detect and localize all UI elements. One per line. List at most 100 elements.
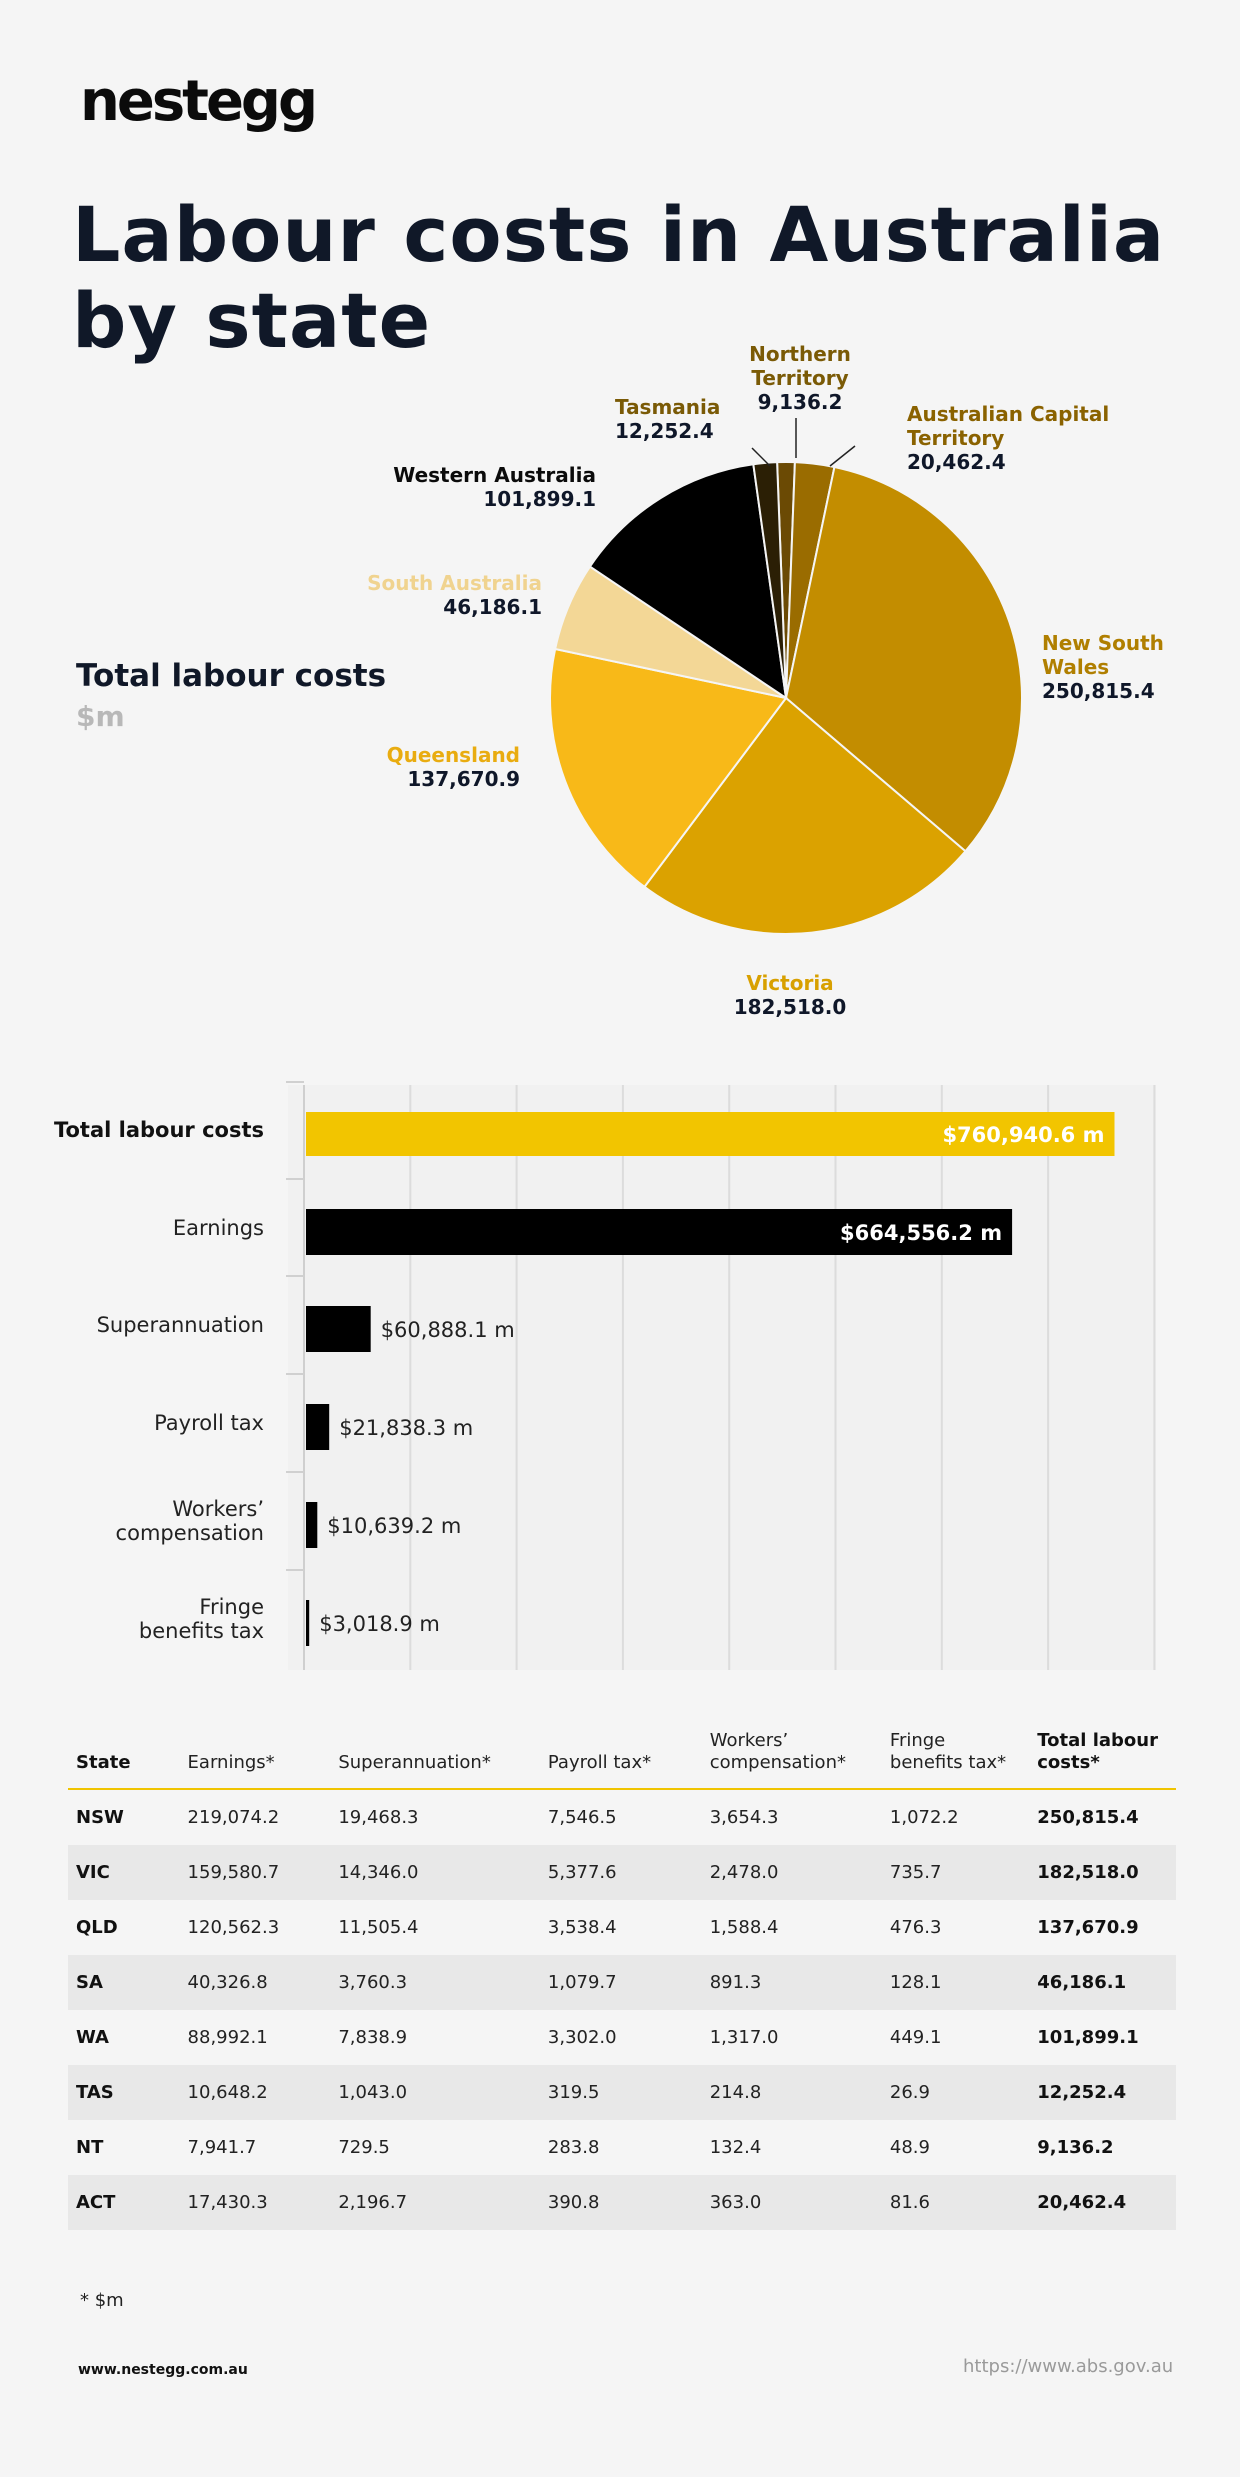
bar	[306, 1600, 310, 1646]
bar-data-label: $3,018.9 m	[319, 1612, 440, 1636]
table-cell: 40,326.8	[179, 1955, 331, 2010]
table-header-row: State Earnings* Superannuation* Payroll tax…	[68, 1716, 1176, 1790]
table-cell: 132.4	[709, 2137, 762, 2158]
table-cell: 3,654.3	[709, 1807, 779, 1828]
table-cell: 159,580.7	[179, 1845, 331, 1900]
pie-label-name: Wales	[1042, 655, 1109, 679]
table-cell: 2,196.7	[330, 2175, 540, 2230]
bar	[306, 1112, 1115, 1156]
table-cell: 1,317.0	[709, 2027, 779, 2048]
table-column-header: Superannuation*	[330, 1716, 540, 1790]
pie-unit: $m	[76, 700, 125, 733]
pie-label-name: South Australia	[367, 571, 542, 595]
table-column-header: Workers’ compensation*	[701, 1716, 882, 1790]
table-cell: 1,043.0	[330, 2065, 540, 2120]
table-cell: 7,546.5	[547, 1807, 617, 1828]
table-row: NSW 219,074.2 19,468.3 7,546.5 3,654.3 1,072.…	[68, 1789, 1176, 1845]
pie-label-name: Australian Capital	[907, 402, 1109, 426]
table-cell: 12,252.4	[1029, 2065, 1176, 2120]
pie-heading: Total labour costs	[76, 658, 387, 694]
pie-slice-victoria	[643, 696, 967, 935]
pie-label-value: 182,518.0	[734, 995, 847, 1019]
pie-label-name: Territory	[907, 426, 1004, 450]
table-cell: 319.5	[539, 2065, 702, 2120]
pie-slice-tasmania	[752, 461, 787, 699]
table-cell: 3,760.3	[330, 1955, 540, 2010]
pie-label-name: Tasmania	[615, 395, 720, 419]
table-cell: 7,941.7	[187, 2137, 257, 2158]
table-cell: VIC	[68, 1845, 180, 1900]
pie-slice-new-south-wales	[784, 465, 1023, 853]
bar	[306, 1502, 318, 1548]
table-row: WA 88,992.1 7,838.9 3,302.0 1,317.0 449.1 101,…	[68, 2010, 1176, 2065]
bar-category-label: Payroll tax	[154, 1411, 264, 1435]
footnote: * $m	[80, 2290, 124, 2311]
table-cell: 449.1	[889, 2027, 942, 2048]
table-column-header: Earnings*	[179, 1716, 331, 1790]
pie-label-name: Western Australia	[393, 463, 596, 487]
bar	[306, 1404, 330, 1450]
bar-data-label: $21,838.3 m	[339, 1416, 473, 1440]
table-cell: 390.8	[539, 2175, 702, 2230]
site-link[interactable]: www.nestegg.com.au	[78, 2362, 248, 2378]
table-cell: 48.9	[889, 2137, 930, 2158]
table-row: TAS 10,648.2 1,043.0 319.5 214.8 26.9 12,252.4	[68, 2065, 1176, 2120]
table-cell: 137,670.9	[1037, 1917, 1139, 1938]
table-cell: 219,074.2	[187, 1807, 280, 1828]
table-cell: ACT	[68, 2175, 180, 2230]
table-cell: 17,430.3	[179, 2175, 331, 2230]
table-cell: WA	[76, 2027, 109, 2048]
pie-label-name: Territory	[751, 366, 848, 390]
table-column-header: Payroll tax*	[539, 1716, 702, 1790]
table-cell: 1,072.2	[889, 1807, 959, 1828]
table-cell: 46,186.1	[1029, 1955, 1176, 2010]
pie-label-name: Northern	[749, 342, 851, 366]
brand-logo: nestegg	[80, 69, 318, 134]
table-cell: 26.9	[881, 2065, 1030, 2120]
pie-label-name: Victoria	[746, 971, 833, 995]
table-cell: NSW	[76, 1807, 124, 1828]
bar-data-label: $760,940.6 m	[942, 1123, 1104, 1147]
pie-label-value: 101,899.1	[483, 487, 596, 511]
pie-label-value: 46,186.1	[443, 595, 542, 619]
bar-chart-panel	[288, 1085, 1156, 1670]
bar-category-label: Earnings	[172, 1216, 264, 1240]
table-cell: 476.3	[889, 1917, 942, 1938]
state-table: State Earnings* Superannuation* Payroll tax…	[68, 1716, 1176, 2230]
table-cell: 735.7	[881, 1845, 1030, 1900]
table-cell: 182,518.0	[1029, 1845, 1176, 1900]
table-cell: 10,648.2	[179, 2065, 331, 2120]
table-column-header: State	[68, 1716, 180, 1790]
table-cell: SA	[68, 1955, 180, 2010]
table-cell: 1,588.4	[709, 1917, 779, 1938]
table-row: ACT 17,430.3 2,196.7 390.8 363.0 81.6 20,462.4	[68, 2175, 1176, 2230]
bar	[306, 1209, 1013, 1255]
bar-category-label: Fringe benefits tax	[138, 1595, 264, 1643]
pie-leader-line	[751, 447, 771, 467]
table-cell: 214.8	[701, 2065, 882, 2120]
bar-data-label: $10,639.2 m	[327, 1514, 461, 1538]
bar-category-label: Workers’ compensation	[115, 1497, 264, 1545]
bar-data-label: $60,888.1 m	[381, 1318, 515, 1342]
source-link[interactable]: https://www.abs.gov.au	[963, 2356, 1174, 2377]
table-cell: 5,377.6	[539, 1845, 702, 1900]
table-column-header: Fringe benefits tax*	[881, 1716, 1030, 1790]
table-row: QLD 120,562.3 11,505.4 3,538.4 1,588.4 476.3 1…	[68, 1900, 1176, 1955]
pie-label-value: 20,462.4	[907, 450, 1006, 474]
bar-chart: $760,940.6 m $664,556.2 m $60,888.1 m $21,8…	[286, 1081, 1156, 1670]
table-cell: 363.0	[701, 2175, 882, 2230]
pie-label-value: 137,670.9	[407, 767, 520, 791]
table-cell: 20,462.4	[1029, 2175, 1176, 2230]
pie-slice-western-australia	[588, 463, 788, 701]
table-row: NT 7,941.7 729.5 283.8 132.4 48.9 9,136.2	[68, 2120, 1176, 2175]
pie-label-value: 250,815.4	[1042, 679, 1155, 703]
